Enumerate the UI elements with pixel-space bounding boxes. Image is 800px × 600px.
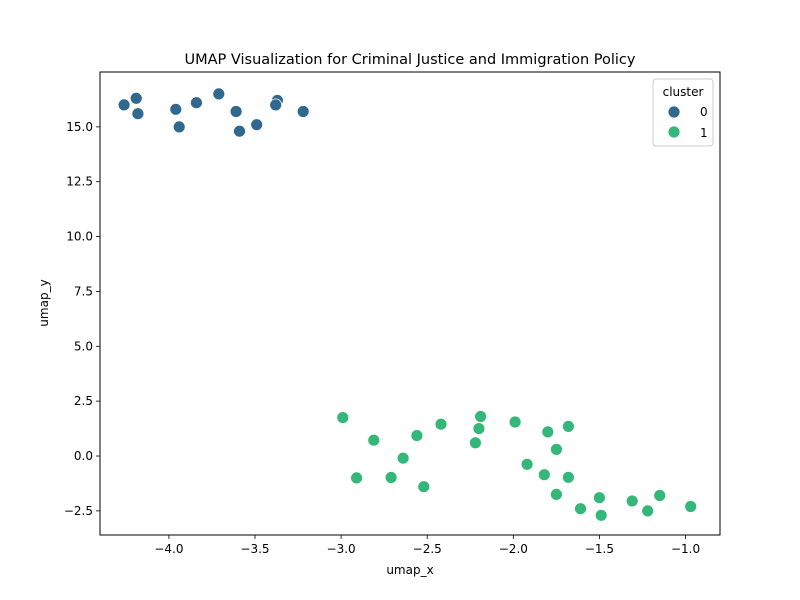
point-cluster-1-19 [574, 502, 587, 516]
x-tick-label: −3.5 [240, 542, 269, 556]
point-cluster-1-1 [350, 471, 364, 485]
x-tick-label: −1.0 [671, 542, 700, 556]
y-tick-label: 5.0 [74, 339, 93, 353]
point-cluster-1-3 [384, 471, 398, 484]
x-axis: −4.0 −3.5 −3.0 −2.5 −2.0 −1.5 −1.0 [154, 535, 700, 556]
x-tick-label: −4.0 [154, 542, 183, 556]
point-cluster-1-9 [472, 422, 486, 436]
point-cluster-0-5 [189, 96, 203, 110]
x-tick-label: −3.0 [327, 542, 356, 556]
y-tick-label: 15.0 [66, 120, 93, 134]
y-tick-label: 12.5 [66, 175, 93, 189]
point-cluster-1-15 [550, 442, 563, 456]
point-cluster-1-21 [594, 508, 608, 522]
point-cluster-0-0 [117, 98, 131, 112]
y-tick-label: 10.0 [66, 230, 93, 244]
point-cluster-0-4 [172, 120, 186, 134]
points-layer [117, 87, 698, 522]
point-cluster-0-7 [229, 105, 243, 118]
chart-title: UMAP Visualization for Criminal Justice … [185, 52, 636, 68]
point-cluster-1-17 [562, 419, 575, 433]
point-cluster-1-24 [653, 489, 667, 502]
point-cluster-0-2 [131, 107, 145, 121]
point-cluster-0-8 [233, 124, 246, 138]
point-cluster-1-22 [625, 494, 639, 508]
point-cluster-1-16 [550, 487, 563, 501]
point-cluster-0-11 [269, 98, 283, 112]
point-cluster-1-0 [336, 411, 350, 425]
plot-frame [99, 71, 721, 536]
point-cluster-0-1 [129, 91, 143, 105]
x-tick-label: −2.5 [413, 542, 442, 556]
x-tick-label: −2.0 [499, 542, 528, 556]
legend-label-1: 1 [700, 126, 708, 140]
point-cluster-0-12 [296, 105, 310, 118]
point-cluster-1-12 [520, 457, 534, 471]
legend-label-0: 0 [700, 105, 708, 119]
y-tick-label: −2.5 [64, 504, 93, 518]
point-cluster-1-25 [684, 500, 698, 513]
point-cluster-1-11 [508, 415, 522, 429]
point-cluster-1-18 [562, 470, 575, 484]
point-cluster-0-6 [212, 87, 226, 101]
point-cluster-1-10 [474, 410, 488, 423]
y-tick-label: 7.5 [74, 284, 93, 298]
y-axis: −2.5 0.0 2.5 5.0 7.5 10.0 12.5 15.0 [64, 120, 100, 518]
point-cluster-1-4 [396, 451, 410, 465]
x-axis-label: umap_x [386, 563, 433, 577]
point-cluster-1-14 [541, 425, 555, 439]
y-tick-label: 2.5 [74, 394, 93, 408]
x-tick-label: −1.5 [585, 542, 614, 556]
point-cluster-1-23 [641, 504, 655, 518]
point-cluster-1-6 [417, 480, 431, 494]
legend-marker-0 [667, 105, 681, 119]
point-cluster-1-7 [434, 417, 448, 431]
point-cluster-1-5 [410, 429, 424, 443]
y-tick-label: 0.0 [74, 449, 93, 463]
point-cluster-1-8 [468, 436, 482, 450]
legend-box [652, 78, 714, 147]
y-axis-label: umap_y [37, 279, 51, 326]
point-cluster-1-13 [537, 468, 551, 482]
point-cluster-1-20 [593, 491, 606, 505]
legend-marker-1 [667, 125, 681, 139]
point-cluster-0-9 [250, 118, 264, 132]
point-cluster-1-2 [367, 433, 381, 447]
legend-title: cluster [663, 85, 704, 99]
point-cluster-0-3 [169, 102, 183, 116]
legend: cluster 0 1 [652, 78, 714, 147]
